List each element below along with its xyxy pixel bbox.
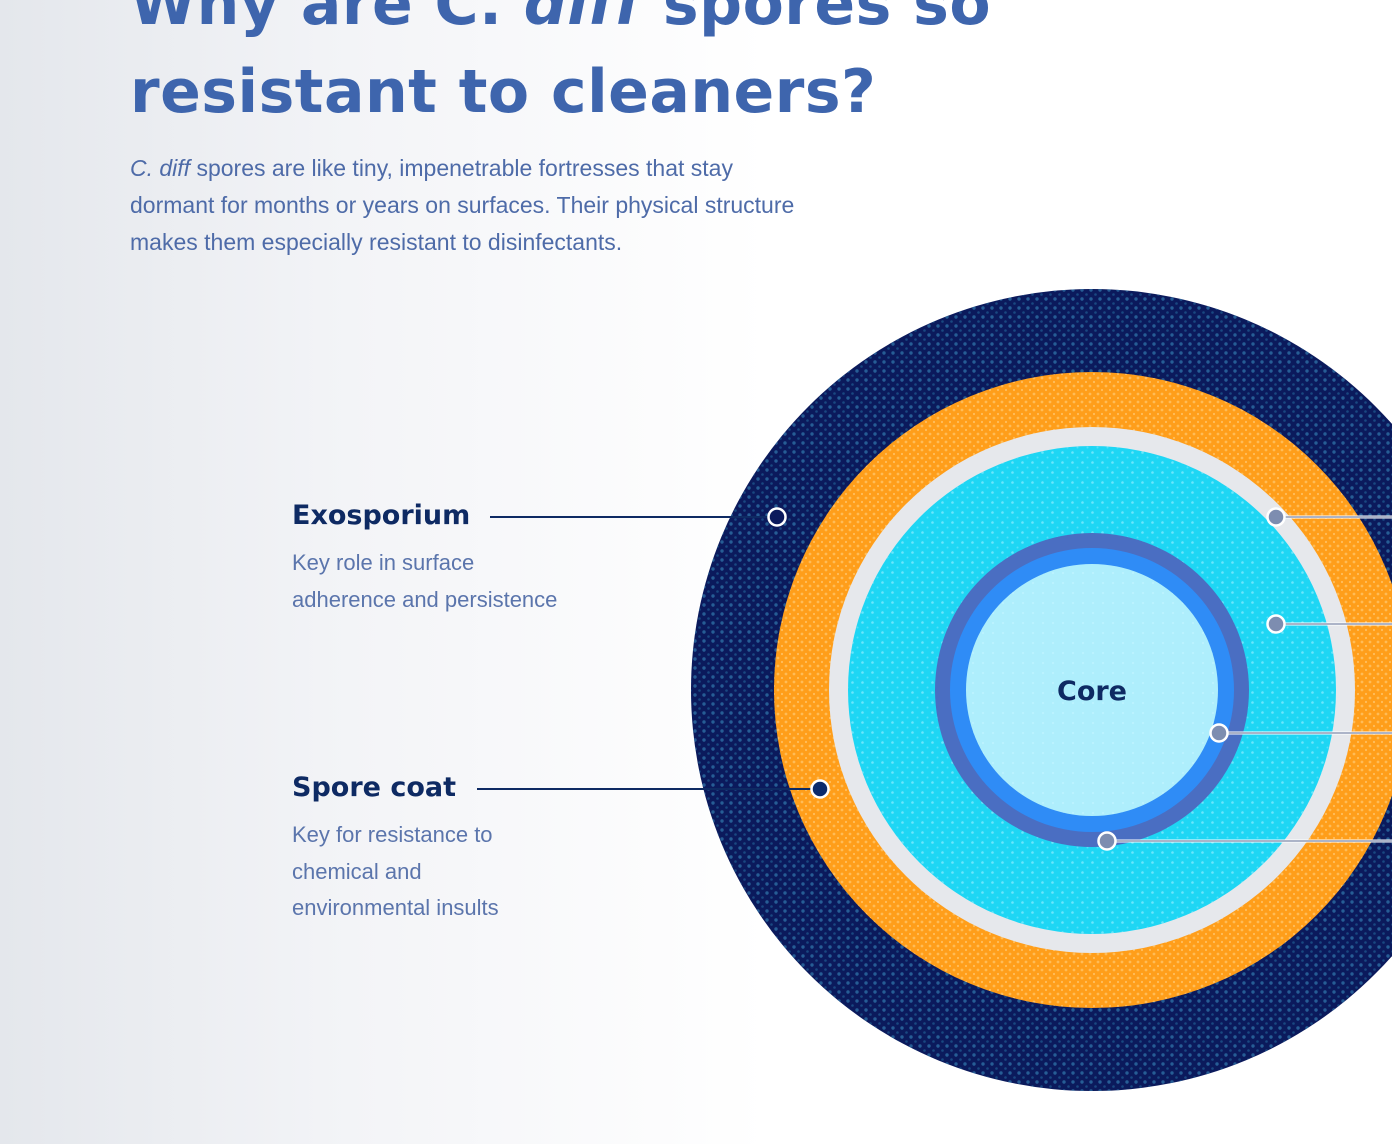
inner-membrane-marker bbox=[1209, 723, 1229, 743]
spore-coat-marker bbox=[810, 779, 830, 799]
outer-membrane-marker bbox=[1266, 507, 1286, 527]
title-part-1: Why are C. bbox=[130, 0, 524, 39]
cortex-marker bbox=[1266, 614, 1286, 634]
spore-coat-description: Key for resistance to chemical and envir… bbox=[292, 817, 499, 927]
title-line-2: resistant to cleaners? bbox=[130, 57, 877, 127]
spore-coat-desc-line-3: environmental insults bbox=[292, 895, 499, 920]
intro-italic: C. diff bbox=[130, 155, 191, 181]
germ-cell-wall-marker bbox=[1097, 831, 1117, 851]
intro-line-1: spores are like tiny, impenetrable fortr… bbox=[190, 155, 733, 181]
spore-coat-desc-line-2: chemical and bbox=[292, 858, 422, 884]
title-line-1: Why are C. diff spores so bbox=[130, 0, 1130, 48]
exosporium-label: Exosporium bbox=[292, 500, 471, 531]
intro-paragraph: C. diff spores are like tiny, impenetrab… bbox=[130, 150, 930, 261]
title-part-2: spores so bbox=[641, 0, 992, 39]
spore-coat-label: Spore coat bbox=[292, 772, 457, 803]
spore-coat-desc-line-1: Key for resistance to bbox=[292, 822, 493, 847]
core-texture bbox=[966, 564, 1218, 816]
core-label: Core bbox=[1057, 676, 1127, 707]
intro-line-2: dormant for months or years on surfaces.… bbox=[130, 192, 795, 218]
exosporium-desc-line-1: Key role in surface bbox=[292, 550, 475, 575]
exosporium-description: Key role in surface adherence and persis… bbox=[292, 545, 557, 618]
exosporium-marker bbox=[767, 507, 787, 527]
title-italic: diff bbox=[523, 0, 642, 39]
page-title: Why are C. diff spores so resistant to c… bbox=[130, 0, 1130, 136]
intro-line-3: makes them especially resistant to disin… bbox=[130, 229, 623, 255]
exosporium-desc-line-2: adherence and persistence bbox=[292, 586, 558, 612]
